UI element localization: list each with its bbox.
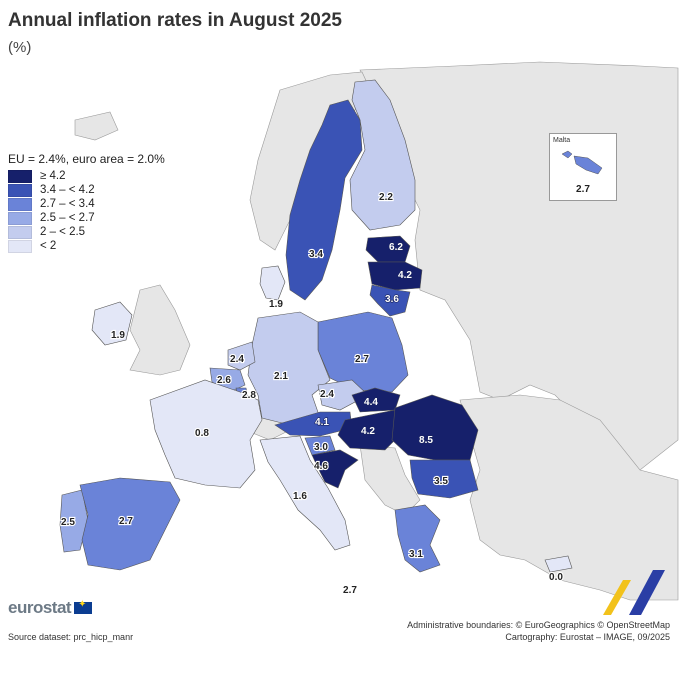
value-label: 2.4	[320, 389, 334, 400]
value-label: 0.0	[549, 572, 563, 583]
value-label: 2.4	[230, 354, 244, 365]
country-poland[interactable]	[317, 311, 409, 393]
value-label: 2.5	[61, 517, 75, 528]
country-cyprus[interactable]	[544, 555, 573, 573]
value-label: 0.8	[195, 428, 209, 439]
country-sweden[interactable]	[285, 99, 363, 301]
value-label: 3.0	[314, 442, 328, 453]
country-slovakia[interactable]	[351, 387, 401, 413]
legend-label: < 2	[40, 240, 57, 252]
legend-label: 2.5 – < 2.7	[40, 212, 95, 224]
country-croatia[interactable]	[311, 449, 359, 489]
legend-item: 2.5 – < 2.7	[8, 211, 165, 225]
value-label: 1.9	[111, 330, 125, 341]
country-denmark[interactable]	[259, 265, 286, 301]
legend-item: ≥ 4.2	[8, 169, 165, 183]
value-label: 4.1	[315, 417, 329, 428]
legend-item: 2.7 – < 3.4	[8, 197, 165, 211]
legend-title: EU = 2.4%, euro area = 2.0%	[8, 152, 165, 166]
value-label: 6.2	[389, 242, 403, 253]
eu-countries	[59, 79, 573, 573]
source-dataset: Source dataset: prc_hicp_manr	[8, 632, 134, 642]
country-spain[interactable]	[79, 477, 181, 571]
value-label: 3.5	[434, 476, 448, 487]
country-germany[interactable]	[247, 311, 331, 426]
value-label: 2.2	[379, 192, 393, 203]
legend-swatch	[8, 183, 32, 197]
value-label: 2.1	[274, 371, 288, 382]
map-subtitle: (%)	[8, 39, 32, 56]
legend: EU = 2.4%, euro area = 2.0% ≥ 4.2 3.4 – …	[8, 152, 165, 253]
value-label: 3.1	[409, 549, 423, 560]
malta-shape	[561, 150, 603, 175]
value-label: 4.2	[361, 426, 375, 437]
country-greece[interactable]	[394, 504, 441, 573]
brand-text: eurostat	[8, 598, 72, 617]
legend-swatch	[8, 225, 32, 239]
map-title: Annual inflation rates in August 2025	[8, 10, 342, 31]
malta-inset-value: 2.7	[576, 184, 590, 195]
country-lithuania[interactable]	[369, 284, 411, 317]
value-label: 4.6	[314, 461, 328, 472]
country-finland[interactable]	[349, 79, 416, 231]
legend-label: 2 – < 2.5	[40, 226, 86, 238]
country-bulgaria[interactable]	[409, 459, 479, 499]
credits: Administrative boundaries: © EuroGeograp…	[407, 619, 670, 643]
country-netherlands[interactable]	[227, 341, 256, 371]
legend-label: 3.4 – < 4.2	[40, 184, 95, 196]
credits-cartography: Cartography: Eurostat – IMAGE, 09/2025	[505, 632, 670, 642]
value-label: 1.9	[269, 299, 283, 310]
legend-label: ≥ 4.2	[40, 170, 66, 182]
value-label: 8.5	[419, 435, 433, 446]
value-label: 2.7	[355, 354, 369, 365]
country-labels: 3.4 2.2 6.2 4.2 3.6 1.9 1.9 2.4 2.6 2.8 …	[60, 191, 565, 597]
country-czechia[interactable]	[317, 379, 369, 411]
eurostat-logo: eurostat	[8, 598, 93, 618]
image-watermark-icon	[603, 570, 665, 615]
value-label: 3.4	[309, 249, 323, 260]
legend-label: 2.7 – < 3.4	[40, 198, 95, 210]
legend-swatch	[8, 197, 32, 211]
country-italy[interactable]	[259, 435, 351, 551]
value-label: 1.6	[293, 491, 307, 502]
eu-flag-icon	[74, 599, 93, 614]
legend-item: 2 – < 2.5	[8, 225, 165, 239]
legend-swatch	[8, 211, 32, 225]
country-latvia[interactable]	[367, 261, 423, 291]
country-estonia[interactable]	[365, 235, 411, 263]
credits-boundaries: Administrative boundaries: © EuroGeograp…	[407, 620, 670, 630]
value-label: 2.8	[242, 390, 256, 401]
malta-inset-label: Malta	[553, 137, 571, 144]
value-label: 4.2	[398, 270, 412, 281]
legend-item: < 2	[8, 239, 165, 253]
value-label: 2.7	[119, 516, 133, 527]
value-label: 4.4	[364, 397, 378, 408]
legend-item: 3.4 – < 4.2	[8, 183, 165, 197]
malta-inset: Malta 2.7	[549, 133, 617, 201]
value-label: 2.6	[217, 375, 231, 386]
value-label: 3.6	[385, 294, 399, 305]
value-label: 2.7	[343, 585, 357, 596]
legend-swatch	[8, 239, 32, 253]
country-slovenia[interactable]	[304, 435, 336, 456]
country-france[interactable]	[149, 379, 263, 489]
country-ireland[interactable]	[91, 301, 133, 346]
legend-swatch	[8, 169, 32, 183]
